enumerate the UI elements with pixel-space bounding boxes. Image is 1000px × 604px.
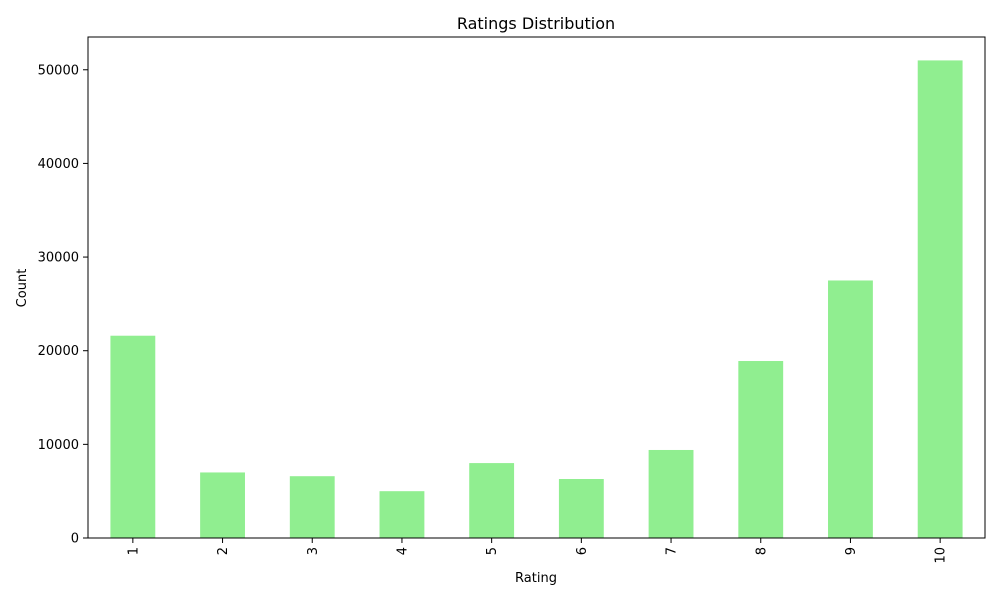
x-tick-label: 7 (665, 547, 680, 555)
x-tick-label: 1 (126, 547, 141, 555)
x-tick-label: 3 (306, 547, 321, 555)
y-tick-label: 0 (71, 532, 79, 547)
bar-rating-2 (200, 472, 245, 538)
bar-rating-7 (648, 449, 694, 538)
x-tick-label: 2 (216, 547, 231, 555)
y-tick-label: 40000 (38, 157, 79, 172)
y-tick-label: 20000 (38, 344, 79, 359)
bar-rating-3 (289, 476, 335, 538)
bar-rating-1 (110, 335, 156, 538)
x-axis-label: Rating (515, 571, 557, 586)
x-tick-label: 4 (395, 547, 410, 555)
bar-rating-8 (738, 361, 784, 538)
bar-rating-5 (469, 463, 515, 538)
bar-rating-6 (558, 479, 604, 538)
y-tick-label: 30000 (38, 251, 79, 266)
plot-frame (87, 36, 986, 539)
x-tick-label: 10 (934, 547, 949, 564)
bar-rating-10 (917, 60, 963, 538)
bar-rating-9 (828, 280, 873, 538)
y-tick-label: 50000 (38, 63, 79, 78)
x-tick-label: 6 (575, 547, 590, 555)
x-tick-label: 5 (485, 547, 500, 555)
x-axis-ticks: 1 2 3 4 5 6 7 8 9 10 (126, 538, 949, 564)
bar-rating-4 (379, 491, 425, 538)
bars-group (110, 60, 963, 538)
x-tick-label: 8 (754, 547, 769, 555)
y-axis-label: Count (15, 269, 30, 308)
chart-title: Ratings Distribution (457, 14, 615, 33)
y-axis-ticks: 0 10000 20000 30000 40000 50000 (38, 63, 88, 547)
x-tick-label: 9 (844, 547, 859, 555)
y-tick-label: 10000 (38, 438, 79, 453)
